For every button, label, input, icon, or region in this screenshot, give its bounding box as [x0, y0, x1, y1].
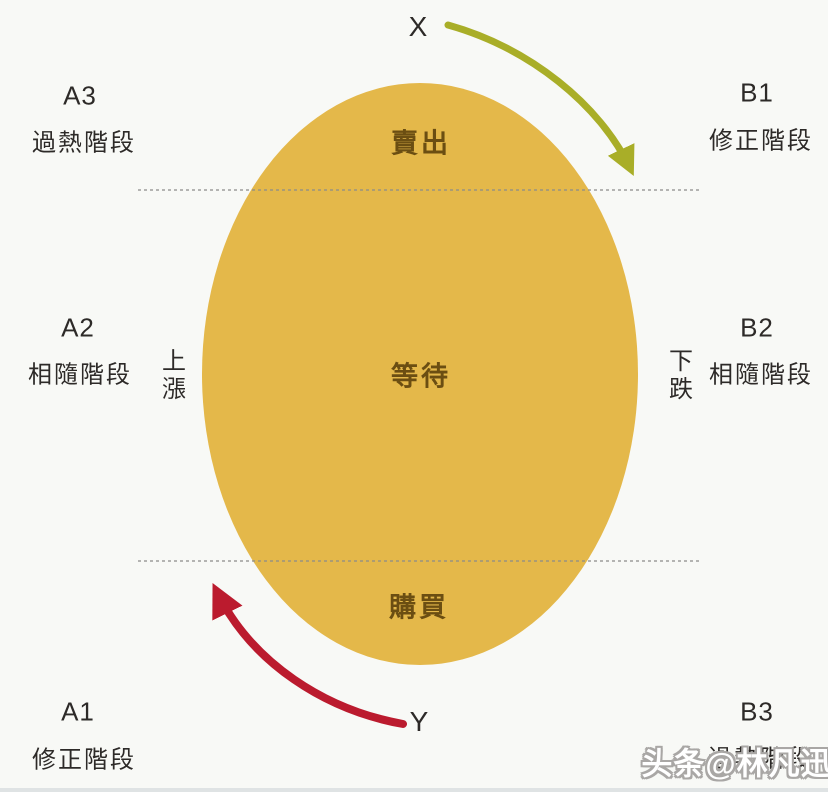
right-trend-label-falling: 下跌	[664, 348, 692, 404]
stage-code-a3: A3	[63, 80, 97, 111]
stage-name-b2: 相隨階段	[709, 361, 813, 389]
stage-name-a3: 過熱階段	[32, 129, 136, 157]
marker-x: X	[408, 11, 428, 42]
bottom-edge-strip	[0, 788, 828, 792]
stage-code-b3: B3	[740, 696, 774, 727]
stage-code-a1: A1	[61, 696, 95, 727]
egg-wait-label: 等待	[391, 361, 451, 392]
marker-y: Y	[409, 706, 429, 737]
stage-name-b1: 修正階段	[709, 127, 813, 155]
stage-code-b2: B2	[740, 312, 774, 343]
egg-ellipse	[202, 83, 638, 665]
stage-name-a1: 修正階段	[32, 746, 136, 774]
stage-name-a2: 相隨階段	[28, 361, 132, 389]
stage-code-b1: B1	[740, 77, 774, 108]
egg-sell-label: 賣出	[391, 128, 451, 159]
rise-curve-arrow	[212, 582, 407, 728]
decline-curve-arrow	[444, 21, 635, 176]
left-trend-label-rising: 上漲	[157, 348, 185, 404]
egg-buy-label: 購買	[389, 592, 449, 623]
watermark: 头条@林凡迅	[641, 746, 828, 782]
stage-code-a2: A2	[61, 312, 95, 343]
stage-name-b3: 過熱階段	[708, 745, 812, 773]
